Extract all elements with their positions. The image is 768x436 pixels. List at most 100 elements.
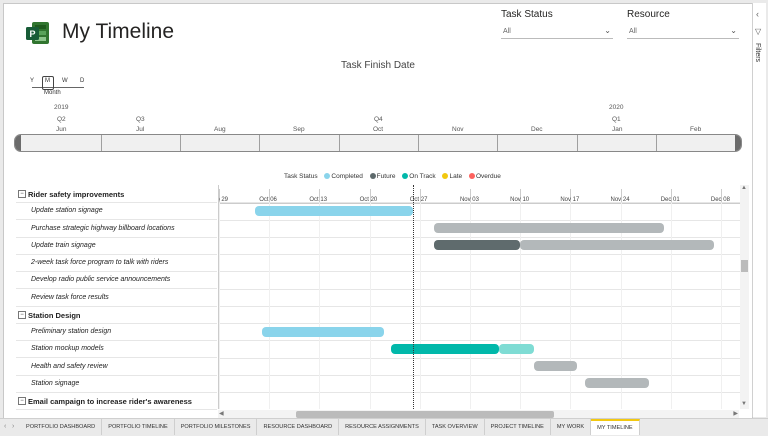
- gantt-row-line: [219, 323, 740, 324]
- legend-dot-icon: [324, 173, 331, 179]
- task-bar[interactable]: [520, 240, 714, 251]
- gantt-chart: Sep 29 Oct 06 Oct 13 Oct 20 Oct 27 Nov 03 Nov …: [218, 185, 740, 409]
- axis-date-label: Oct 20: [359, 197, 378, 203]
- granularity-year[interactable]: Y: [30, 78, 35, 84]
- date-axis: Sep 29 Oct 06 Oct 13 Oct 20 Oct 27 Nov 03 Nov …: [219, 185, 740, 204]
- page-tab-bar: ‹ › PORTFOLIO DASHBOARD PORTFOLIO TIMELIN…: [0, 418, 768, 436]
- legend-dot-icon: [402, 173, 409, 179]
- task-row[interactable]: Preliminary station design: [16, 323, 217, 341]
- gantt-grid-line: [570, 203, 572, 409]
- task-status-dropdown[interactable]: All ⌄: [501, 26, 613, 39]
- granularity-selector[interactable]: Y M W D Month: [30, 76, 86, 100]
- vertical-scroll-thumb[interactable]: [741, 260, 748, 272]
- task-bar[interactable]: [262, 326, 384, 337]
- scroll-right-icon[interactable]: ▶: [733, 411, 738, 417]
- quarter-label: Q2: [57, 116, 66, 123]
- axis-tick: [469, 189, 471, 203]
- axis-date-label: Oct 13: [309, 197, 328, 203]
- granularity-week[interactable]: W: [62, 78, 68, 84]
- gantt-row-line: [219, 202, 740, 204]
- legend-item-future[interactable]: Future: [369, 173, 395, 180]
- legend-item-on-track[interactable]: On Track: [402, 173, 436, 180]
- tab-portfolio-timeline[interactable]: PORTFOLIO TIMELINE: [102, 419, 175, 435]
- page-title: My Timeline: [62, 20, 175, 43]
- task-bar[interactable]: [391, 343, 499, 354]
- task-row[interactable]: Purchase strategic highway billboard loc…: [16, 220, 217, 238]
- task-group-row[interactable]: − Rider safety improvements: [16, 185, 217, 203]
- horizontal-scroll-thumb[interactable]: [296, 411, 554, 418]
- task-list: − Rider safety improvements Update station…: [16, 185, 217, 410]
- gantt-row-line: [219, 340, 740, 342]
- granularity-selected-marker: [42, 76, 54, 90]
- task-row[interactable]: Develop radio public service announcemen…: [16, 271, 217, 290]
- legend-item-late[interactable]: Late: [442, 173, 462, 180]
- gantt-row-line: [219, 374, 740, 376]
- month-label: Jul: [136, 126, 145, 133]
- task-group-row[interactable]: − Station Design: [16, 306, 217, 324]
- task-label: Preliminary station design: [31, 328, 112, 335]
- task-row[interactable]: 2-week task force program to talk with r…: [16, 254, 217, 272]
- filters-label: Filters: [754, 43, 761, 63]
- task-label: Station mockup models: [31, 345, 104, 353]
- scroll-down-icon[interactable]: ▼: [741, 401, 747, 407]
- range-start-handle[interactable]: [15, 135, 21, 151]
- axis-date-label: Nov 03: [459, 197, 479, 203]
- scroll-left-icon[interactable]: ◀: [219, 411, 224, 417]
- vertical-scrollbar[interactable]: ▲ ▼: [740, 185, 749, 409]
- scroll-up-icon[interactable]: ▲: [741, 185, 747, 191]
- axis-date-label: Dec 01: [660, 197, 680, 203]
- timeline-range-slider[interactable]: [14, 134, 742, 152]
- task-row[interactable]: Update station signage: [16, 202, 217, 221]
- filters-pane[interactable]: ‹ ▽ Filters: [752, 3, 766, 417]
- tab-portfolio-milestones[interactable]: PORTFOLIO MILESTONES: [175, 419, 258, 435]
- range-end-handle[interactable]: [735, 135, 741, 151]
- granularity-month[interactable]: M: [45, 78, 50, 84]
- resource-value: All: [629, 28, 637, 35]
- month-label: Jan: [612, 126, 623, 133]
- tab-resource-dashboard[interactable]: RESOURCE DASHBOARD: [257, 419, 340, 435]
- axis-date-label: Dec 08: [710, 197, 730, 203]
- collapse-chevron-icon[interactable]: ‹: [756, 9, 759, 19]
- granularity-day[interactable]: D: [80, 78, 85, 84]
- tab-portfolio-dashboard[interactable]: PORTFOLIO DASHBOARD: [20, 419, 103, 435]
- tab-resource-assignments[interactable]: RESOURCE ASSIGNMENTS: [339, 419, 426, 435]
- task-row[interactable]: Health and safety review: [16, 358, 217, 376]
- task-bar[interactable]: [434, 240, 521, 251]
- gantt-grid-line: [670, 203, 672, 409]
- task-row[interactable]: Review task force results: [16, 289, 217, 307]
- task-row[interactable]: Station mockup models: [16, 340, 217, 359]
- project-logo-icon: P: [26, 22, 49, 44]
- task-bar[interactable]: [584, 378, 650, 389]
- month-divider: [577, 135, 578, 151]
- axis-tick: [720, 189, 722, 203]
- collapse-toggle-icon[interactable]: −: [18, 190, 26, 198]
- axis-tick: [620, 189, 622, 203]
- month-label: Sep: [293, 126, 305, 133]
- horizontal-scrollbar[interactable]: ◀ ▶: [218, 410, 739, 418]
- task-row[interactable]: Update train signage: [16, 237, 217, 255]
- report-canvas: P My Timeline Task Status All ⌄ Resource…: [3, 3, 753, 419]
- task-bar[interactable]: [534, 361, 578, 371]
- task-row[interactable]: Station signage: [16, 375, 217, 393]
- gantt-row-line: [219, 254, 740, 255]
- tab-project-timeline[interactable]: PROJECT TIMELINE: [485, 419, 551, 435]
- tab-my-timeline[interactable]: MY TIMELINE: [591, 419, 640, 435]
- collapse-toggle-icon[interactable]: −: [18, 310, 26, 319]
- task-group-row[interactable]: − Email campaign to increase rider's awar…: [16, 392, 217, 410]
- tab-prev-icon[interactable]: ‹: [4, 423, 7, 430]
- axis-date-label: Oct 06: [259, 197, 277, 203]
- legend-item-completed[interactable]: Completed: [324, 173, 363, 180]
- task-bar[interactable]: [434, 223, 664, 233]
- gantt-grid-line: [319, 203, 321, 409]
- legend-item-overdue[interactable]: Overdue: [468, 173, 501, 180]
- tab-my-work[interactable]: MY WORK: [551, 419, 592, 435]
- task-bar[interactable]: [498, 343, 535, 354]
- resource-dropdown[interactable]: All ⌄: [627, 26, 739, 39]
- gantt-grid-line: [219, 203, 220, 409]
- tab-task-overview[interactable]: TASK OVERVIEW: [426, 419, 485, 435]
- tab-next-icon[interactable]: ›: [12, 423, 15, 430]
- quarter-label: Q1: [612, 116, 621, 123]
- task-status-value: All: [503, 28, 511, 35]
- collapse-toggle-icon[interactable]: −: [18, 397, 26, 405]
- task-bar[interactable]: [254, 205, 413, 216]
